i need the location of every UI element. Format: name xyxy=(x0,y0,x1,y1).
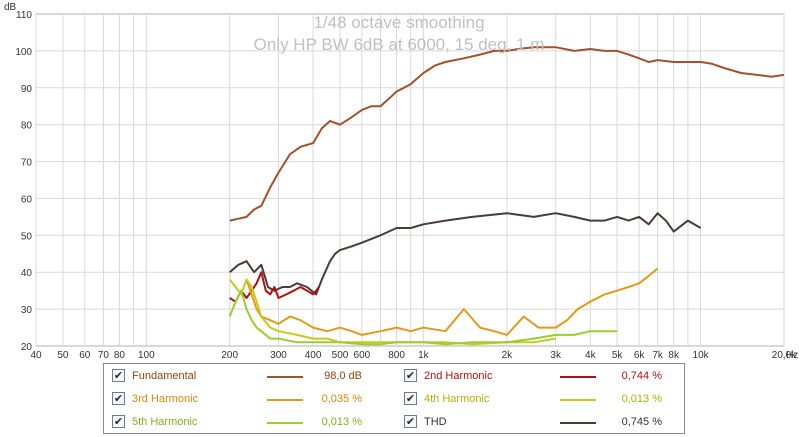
x-axis-unit: Hz xyxy=(786,350,798,360)
x-tick-label: 80 xyxy=(114,350,126,360)
legend-value-2nd-harmonic: 0,744 % xyxy=(621,370,662,382)
legend-row-3: ✔ 5th Harmonic 0,013 % ✔ THD 0,745 % xyxy=(112,412,682,434)
legend-label-5th-harmonic: 5th Harmonic xyxy=(132,416,198,428)
legend-value-fundamental: 98,0 dB xyxy=(324,370,362,382)
legend-label-2nd-harmonic: 2nd Harmonic xyxy=(424,370,493,382)
legend-row-1: ✔ Fundamental 98,0 dB ✔ 2nd Harmonic 0,7… xyxy=(112,366,682,388)
legend-item-2nd-harmonic[interactable]: ✔ 2nd Harmonic 0,744 % xyxy=(404,366,684,388)
chart-subtitle: Only HP BW 6dB at 6000, 15 deg, 1 m xyxy=(254,35,545,54)
y-tick-label: 30 xyxy=(21,305,33,316)
legend-checkbox-4th-harmonic[interactable]: ✔ xyxy=(404,392,417,405)
y-tick-label: 110 xyxy=(16,10,32,21)
legend-swatch-thd xyxy=(560,422,596,424)
legend-swatch-3rd-harmonic xyxy=(267,399,303,401)
y-axis-label: dB xyxy=(4,2,17,13)
x-tick-label: 100 xyxy=(138,350,155,360)
legend-swatch-5th-harmonic xyxy=(267,422,303,424)
legend-row-2: ✔ 3rd Harmonic 0,035 % ✔ 4th Harmonic 0,… xyxy=(112,389,682,411)
y-tick-label: 90 xyxy=(21,84,33,95)
legend: ✔ Fundamental 98,0 dB ✔ 2nd Harmonic 0,7… xyxy=(103,363,685,434)
legend-checkbox-5th-harmonic[interactable]: ✔ xyxy=(112,415,125,428)
x-tick-label: 500 xyxy=(332,350,349,360)
y-tick-label: 80 xyxy=(21,121,33,132)
x-tick-label: 600 xyxy=(354,350,371,360)
y-tick-label: 60 xyxy=(21,194,33,205)
legend-swatch-4th-harmonic xyxy=(560,399,596,401)
x-tick-label: 3k xyxy=(550,350,562,360)
frequency-response-chart: 110 100 90 80 70 60 50 40 30 20 40 50 60 70 80 100 200 3… xyxy=(4,2,798,360)
legend-item-4th-harmonic[interactable]: ✔ 4th Harmonic 0,013 % xyxy=(404,389,684,411)
legend-value-3rd-harmonic: 0,035 % xyxy=(321,393,362,405)
legend-item-thd[interactable]: ✔ THD 0,745 % xyxy=(404,412,684,434)
legend-swatch-fundamental xyxy=(267,376,303,378)
y-tick-label: 40 xyxy=(21,268,33,279)
legend-label-4th-harmonic: 4th Harmonic xyxy=(424,393,490,405)
series-line-2nd-harmonic xyxy=(229,271,320,303)
legend-checkbox-3rd-harmonic[interactable]: ✔ xyxy=(112,392,125,405)
plot-area xyxy=(35,13,785,347)
legend-label-fundamental: Fundamental xyxy=(132,370,197,382)
y-tick-label: 20 xyxy=(21,342,33,353)
x-tick-label: 10k xyxy=(693,350,710,360)
x-tick-label: 800 xyxy=(388,350,405,360)
y-tick-label: 70 xyxy=(21,158,33,169)
x-tick-label: 6k xyxy=(634,350,646,360)
series-line-3rd-harmonic xyxy=(245,267,659,336)
series-line-5th-harmonic xyxy=(228,289,618,346)
x-tick-label: 5k xyxy=(612,350,624,360)
x-axis-ticks: 40 50 60 70 80 100 200 300 400 500 600 800 1k 2k 3k 4k 5… xyxy=(30,350,797,360)
grid xyxy=(35,14,785,346)
legend-value-4th-harmonic: 0,013 % xyxy=(621,393,662,405)
y-axis-ticks: 110 100 90 80 70 60 50 40 30 20 xyxy=(15,10,32,353)
x-tick-label: 7k xyxy=(652,350,664,360)
x-tick-label: 2k xyxy=(502,350,514,360)
x-tick-label: 1k xyxy=(418,350,430,360)
x-tick-label: 60 xyxy=(79,350,91,360)
y-tick-label: 50 xyxy=(21,231,33,242)
legend-value-thd: 0,745 % xyxy=(621,416,662,428)
x-tick-label: 400 xyxy=(305,350,322,360)
legend-checkbox-2nd-harmonic[interactable]: ✔ xyxy=(404,369,417,382)
legend-checkbox-thd[interactable]: ✔ xyxy=(404,415,417,428)
series-layer xyxy=(228,46,785,346)
legend-label-thd: THD xyxy=(424,416,447,428)
x-tick-label: 300 xyxy=(270,350,287,360)
x-tick-label: 50 xyxy=(57,350,69,360)
legend-checkbox-fundamental[interactable]: ✔ xyxy=(112,369,125,382)
x-tick-label: 200 xyxy=(221,350,238,360)
x-tick-label: 4k xyxy=(585,350,597,360)
x-tick-label: 20,0k xyxy=(772,350,797,360)
legend-item-5th-harmonic[interactable]: ✔ 5th Harmonic 0,013 % xyxy=(112,412,402,434)
series-line-thd xyxy=(229,212,702,296)
legend-label-3rd-harmonic: 3rd Harmonic xyxy=(132,393,199,405)
x-tick-label: 40 xyxy=(30,350,42,360)
legend-item-3rd-harmonic[interactable]: ✔ 3rd Harmonic 0,035 % xyxy=(112,389,402,411)
y-tick-label: 100 xyxy=(15,47,32,58)
chart-title: 1/48 octave smoothing xyxy=(313,13,484,32)
x-tick-label: 70 xyxy=(98,350,110,360)
x-tick-label: 8k xyxy=(668,350,680,360)
legend-value-5th-harmonic: 0,013 % xyxy=(321,416,362,428)
series-line-fundamental xyxy=(229,46,785,222)
legend-swatch-2nd-harmonic xyxy=(560,376,596,378)
legend-item-fundamental[interactable]: ✔ Fundamental 98,0 dB xyxy=(112,366,402,388)
